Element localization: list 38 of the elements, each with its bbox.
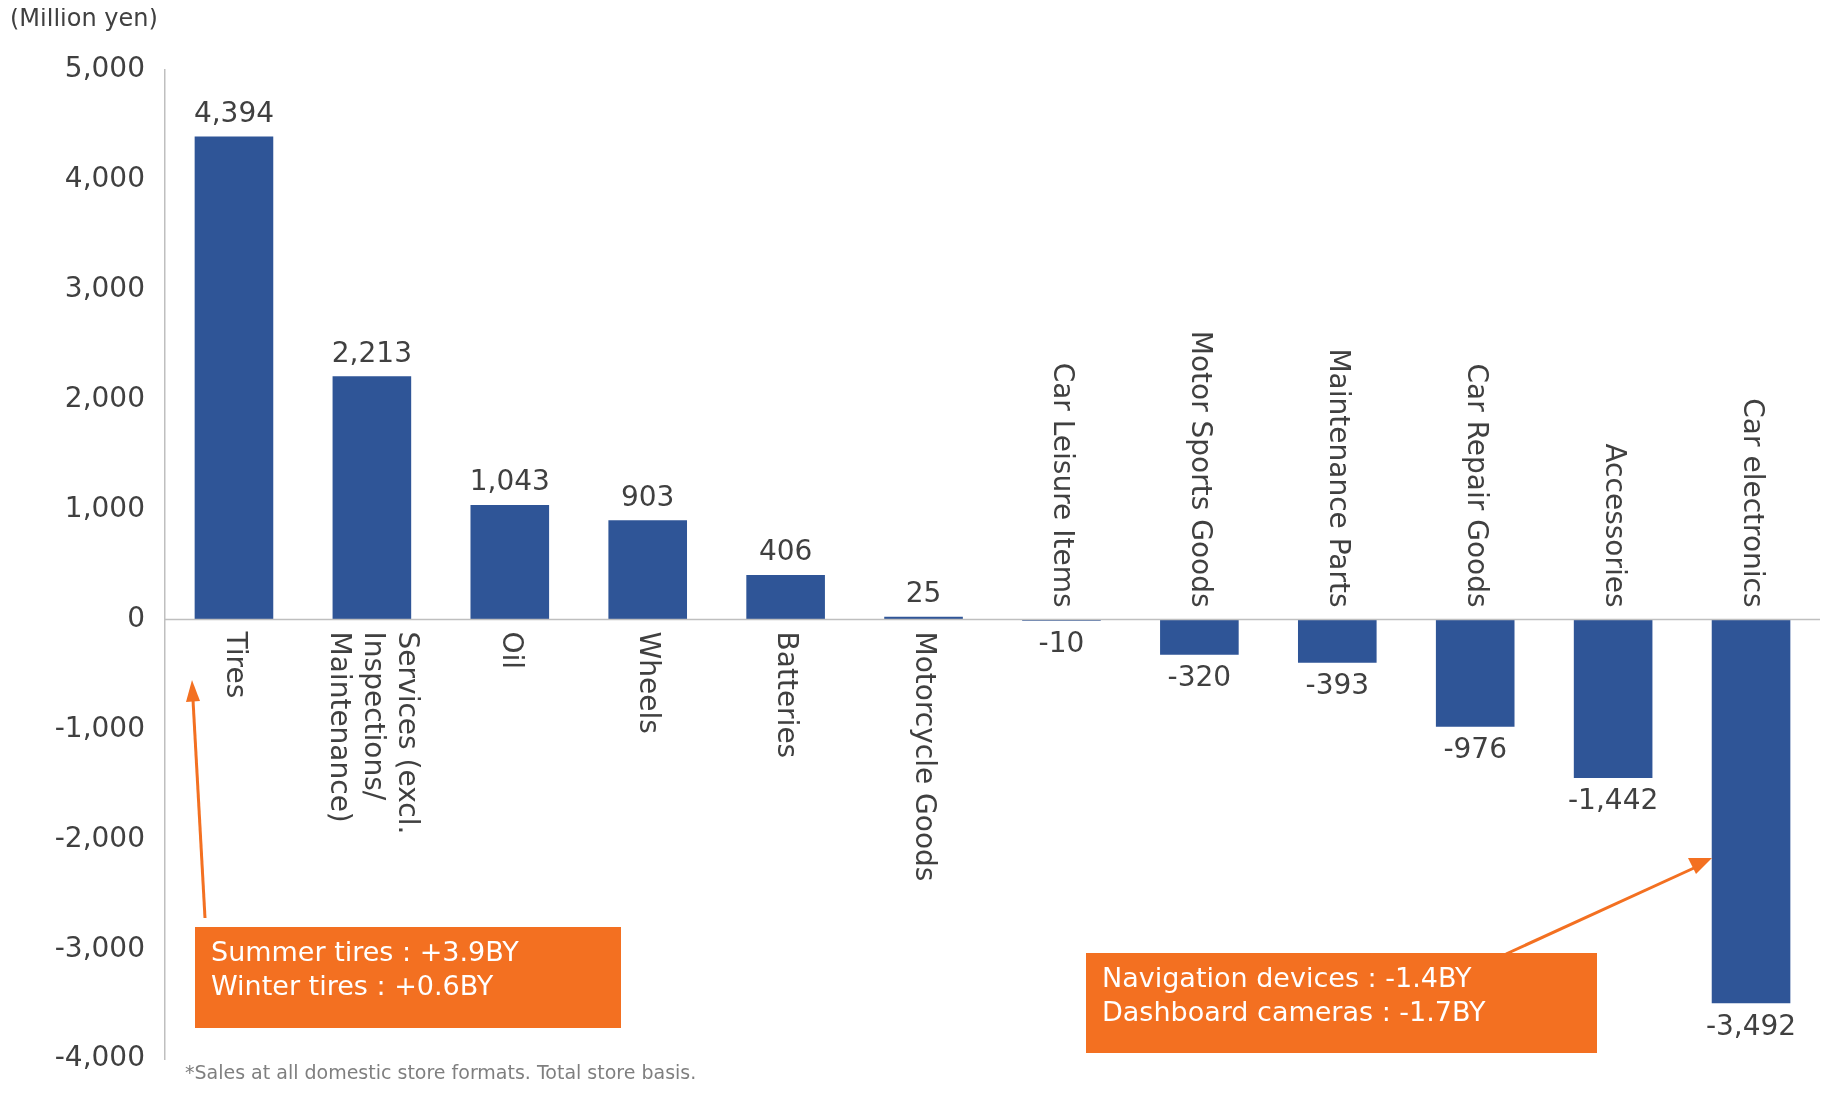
data-label: -10 — [1038, 625, 1085, 659]
x-tick-label: Services (excl. Inspections/ Maintenance) — [323, 631, 425, 835]
y-tick-label: -3,000 — [54, 930, 145, 964]
y-tick-label: 3,000 — [64, 271, 145, 305]
x-tick-label: Batteries — [771, 631, 805, 759]
y-axis-title: (Million yen) — [10, 4, 158, 33]
y-tick-label: -1,000 — [54, 710, 145, 744]
y-tick-label: 0 — [127, 600, 145, 634]
data-label: 25 — [905, 576, 942, 610]
data-label: -976 — [1443, 732, 1507, 766]
data-label: 1,043 — [469, 464, 550, 498]
data-label: 903 — [620, 479, 675, 513]
data-label: -320 — [1167, 660, 1232, 694]
data-label: -1,442 — [1567, 783, 1659, 817]
y-tick-label: 1,000 — [64, 490, 145, 524]
callout-box: Navigation devices : -1.4BY Dashboard cameras : -1.7BY — [1086, 953, 1597, 1053]
text: *Sales at all domestic store formats. Total store basis. — [185, 1061, 697, 1083]
y-tick-label: 2,000 — [64, 381, 145, 415]
callout-box: Summer tires : +3.9BY Winter tires : +0.6BY — [195, 927, 621, 1028]
x-tick-label: Maintenance Parts — [1323, 348, 1357, 608]
data-label: -3,492 — [1705, 1008, 1797, 1042]
x-tick-label: Car Leisure Items — [1047, 362, 1081, 608]
x-tick-label: Wheels — [633, 631, 667, 734]
y-tick-label: -4,000 — [54, 1040, 145, 1074]
x-tick-label: Motorcycle Goods — [909, 631, 943, 882]
x-tick-label: Tires — [219, 630, 253, 699]
y-tick-label: 4,000 — [64, 161, 145, 195]
y-tick-label: 5,000 — [64, 51, 145, 85]
x-tick-label: Oil — [495, 631, 529, 670]
x-tick-label: Car Repair Goods — [1460, 363, 1494, 608]
y-tick-label: -2,000 — [54, 820, 145, 854]
data-label: 4,394 — [193, 95, 275, 129]
data-label: -393 — [1305, 668, 1370, 702]
x-tick-label: Car electronics — [1736, 398, 1770, 608]
data-label: 2,213 — [331, 335, 412, 369]
data-label: 406 — [758, 534, 813, 568]
x-tick-label: Accessories — [1598, 443, 1632, 608]
x-tick-label: Motor Sports Goods — [1185, 330, 1219, 608]
